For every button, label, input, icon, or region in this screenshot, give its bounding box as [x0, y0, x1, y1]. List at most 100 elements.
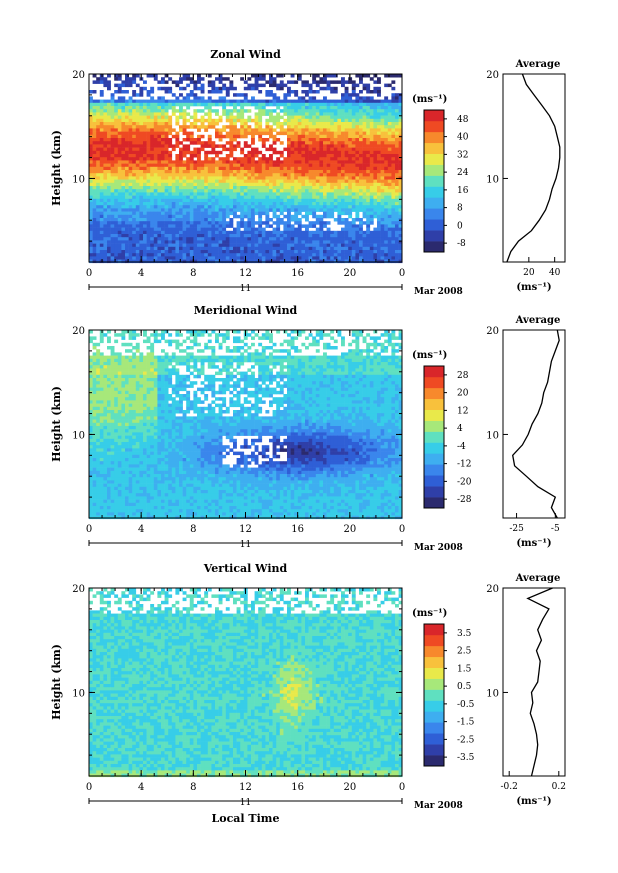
- average-profile: Average 10 20 -0.2 0.2(ms⁻¹): [486, 573, 566, 807]
- colorbar-tick-label: 0.5: [457, 682, 472, 692]
- colorbar-tick-label: 4: [457, 424, 463, 434]
- colorbar-unit: (ms⁻¹): [412, 608, 447, 619]
- average-unit: (ms⁻¹): [516, 796, 551, 807]
- colorbar: 28 20 12 4 -4 -12 -20 -28 (ms⁻¹): [412, 350, 472, 509]
- average-line: [512, 329, 560, 519]
- x-tick-label: 16: [291, 782, 304, 793]
- x-tick-label: 0: [399, 782, 405, 793]
- y-tick-label: 20: [72, 584, 85, 595]
- average-unit: (ms⁻¹): [516, 282, 551, 293]
- date-label: Mar 2008: [414, 543, 463, 553]
- x-tick-label: 4: [138, 268, 144, 279]
- y-axis-label: Height (km): [50, 386, 63, 462]
- colorbar-tick-label: 28: [457, 371, 469, 381]
- colorbar-tick-label: 2.5: [457, 647, 472, 657]
- colorbar-tick-label: 1.5: [457, 664, 472, 674]
- panel-title: Zonal Wind: [210, 48, 281, 61]
- x-tick-label: 4: [138, 782, 144, 793]
- average-profile: Average 10 20 20 40 (ms⁻¹): [486, 59, 566, 293]
- y-tick-label: 20: [72, 326, 85, 337]
- colorbar-tick-label: -1.5: [457, 718, 475, 728]
- average-y-tick-label: 10: [486, 174, 499, 185]
- colorbar-tick-label: 48: [457, 115, 469, 125]
- y-tick-label: 10: [72, 430, 85, 441]
- colorbar-tick-label: 3.5: [457, 629, 472, 639]
- heatmap-cells: [89, 74, 403, 264]
- x-tick-label: 0: [86, 524, 92, 535]
- colorbar-tick-label: -8: [457, 239, 466, 249]
- average-x-tick-label: -5: [551, 524, 560, 534]
- average-title: Average: [515, 573, 561, 584]
- average-title: Average: [515, 315, 561, 326]
- x-tick-label: 0: [399, 524, 405, 535]
- panel-2: Meridional Wind 10 20 0 4 8 12 16 20 0 Height (km)…: [50, 304, 566, 553]
- colorbar-tick-label: 40: [457, 133, 469, 143]
- x-tick-label: 4: [138, 524, 144, 535]
- colorbar-tick-label: -28: [457, 495, 472, 505]
- colorbar-tick-label: 16: [457, 186, 469, 196]
- colorbar: 48 40 32 24 16 8 0 -8 (ms⁻¹): [412, 94, 469, 253]
- day-label: 11: [240, 284, 251, 294]
- average-y-tick-label: 20: [486, 326, 499, 337]
- colorbar: 3.5 2.5 1.5 0.5 -0.5 -1.5 -2.5 -3.5 (ms⁻¹): [412, 608, 475, 767]
- average-x-tick-label: 20: [523, 268, 535, 278]
- x-tick-label: 20: [343, 782, 356, 793]
- colorbar-tick-label: -2.5: [457, 735, 475, 745]
- colorbar-tick-label: -20: [457, 477, 472, 487]
- colorbar-tick-label: 8: [457, 204, 463, 214]
- average-y-tick-label: 20: [486, 584, 499, 595]
- date-label: Mar 2008: [414, 287, 463, 297]
- average-line: [526, 587, 553, 777]
- x-tick-label: 8: [190, 782, 196, 793]
- colorbar-tick-label: 32: [457, 150, 468, 160]
- x-tick-label: 12: [239, 268, 252, 279]
- panel-title: Meridional Wind: [194, 304, 298, 317]
- y-axis-label: Height (km): [50, 130, 63, 206]
- average-x-tick-label: 0.2: [552, 782, 566, 792]
- heatmap-cells: [89, 330, 403, 520]
- x-tick-label: 0: [86, 268, 92, 279]
- average-x-tick-label: -25: [509, 524, 524, 534]
- x-tick-label: 20: [343, 524, 356, 535]
- colorbar-tick-label: 20: [457, 389, 469, 399]
- panel-3: Vertical Wind 10 20 0 4 8 12 16 20 0 Height (km) 11…: [50, 562, 566, 811]
- colorbar-unit: (ms⁻¹): [412, 350, 447, 361]
- x-tick-label: 16: [291, 524, 304, 535]
- average-profile: Average 10 20 -25 -5(ms⁻¹): [486, 315, 566, 549]
- average-y-tick-label: 10: [486, 688, 499, 699]
- colorbar-tick-label: 24: [457, 168, 469, 178]
- colorbar-tick-label: -3.5: [457, 753, 475, 763]
- x-tick-label: 8: [190, 524, 196, 535]
- date-label: Mar 2008: [414, 801, 463, 811]
- average-y-tick-label: 20: [486, 70, 499, 81]
- x-tick-label: 0: [399, 268, 405, 279]
- x-tick-label: 0: [86, 782, 92, 793]
- x-tick-label: 20: [343, 268, 356, 279]
- day-label: 11: [240, 798, 251, 808]
- average-x-tick-label: 40: [549, 268, 561, 278]
- day-label: 11: [240, 540, 251, 550]
- x-tick-label: 12: [239, 524, 252, 535]
- colorbar-tick-label: -0.5: [457, 700, 475, 710]
- heatmap-cells: [89, 588, 403, 778]
- average-unit: (ms⁻¹): [516, 538, 551, 549]
- colorbar-tick-label: 12: [457, 406, 468, 416]
- y-axis-label: Height (km): [50, 644, 63, 720]
- colorbar-tick-label: 0: [457, 221, 463, 231]
- colorbar-tick-label: -12: [457, 460, 472, 470]
- y-tick-label: 20: [72, 70, 85, 81]
- x-tick-label: 16: [291, 268, 304, 279]
- y-tick-label: 10: [72, 174, 85, 185]
- x-tick-label: 8: [190, 268, 196, 279]
- colorbar-tick-label: -4: [457, 442, 466, 452]
- average-y-tick-label: 10: [486, 430, 499, 441]
- panel-title: Vertical Wind: [203, 562, 288, 575]
- x-axis-label: Local Time: [212, 812, 280, 825]
- colorbar-unit: (ms⁻¹): [412, 94, 447, 105]
- average-line: [506, 73, 561, 263]
- average-title: Average: [515, 59, 561, 70]
- y-tick-label: 10: [72, 688, 85, 699]
- x-tick-label: 12: [239, 782, 252, 793]
